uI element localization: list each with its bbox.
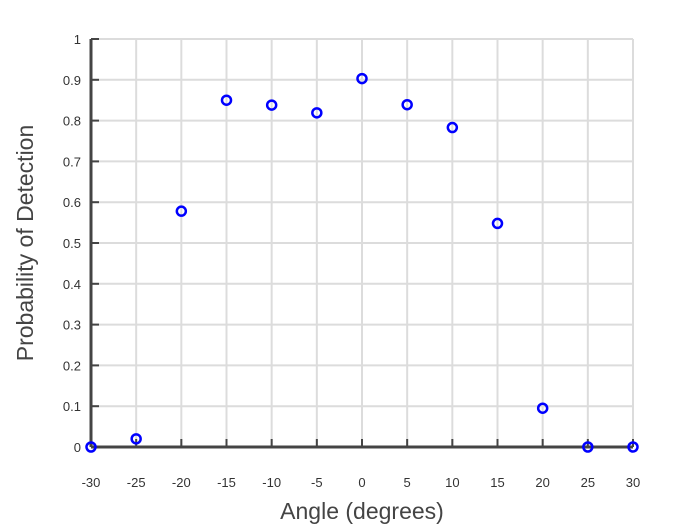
data-point [582, 441, 594, 453]
data-point [491, 217, 504, 230]
data-points [85, 72, 639, 453]
y-tick-label: 0.5 [63, 236, 81, 251]
y-tick-label: 0.7 [63, 154, 81, 169]
x-tick-label: -15 [217, 475, 236, 490]
x-ticks: -30 -25 -20 -15 -10 -5 0 5 10 15 20 25 30 [82, 439, 640, 490]
x-tick-label: -25 [127, 475, 146, 490]
x-tick-label: 25 [581, 475, 595, 490]
grid-lines [90, 38, 634, 448]
y-axis-label: Probability of Detection [12, 125, 38, 362]
data-point [175, 205, 188, 217]
y-tick-label: 0.8 [63, 114, 81, 129]
x-tick-label: -20 [172, 475, 191, 490]
x-tick-label: 20 [535, 475, 549, 490]
data-point [627, 441, 639, 453]
y-tick-label: 0.6 [63, 195, 81, 210]
y-tick-label: 0.2 [63, 358, 81, 373]
data-point [130, 433, 142, 445]
data-point [85, 441, 97, 453]
x-tick-label: 15 [490, 475, 504, 490]
x-tick-label: 30 [626, 475, 640, 490]
data-point [401, 98, 413, 111]
y-tick-label: 0.4 [63, 277, 81, 292]
data-point [265, 99, 278, 111]
y-tick-label: 0.3 [63, 318, 81, 333]
data-point [220, 94, 233, 106]
data-point [356, 72, 368, 85]
y-tick-label: 0 [74, 440, 81, 455]
y-tick-label: 0.1 [63, 399, 81, 414]
data-point [311, 107, 323, 119]
x-tick-label: 0 [358, 475, 365, 490]
x-tick-label: -30 [82, 475, 101, 490]
data-point [536, 402, 549, 414]
x-tick-label: -5 [311, 475, 323, 490]
y-tick-label: 1 [74, 32, 81, 47]
y-ticks: 0 0.1 0.2 0.3 0.4 0.5 0.6 0.7 0.8 0.9 1 [63, 32, 99, 455]
data-point [446, 121, 459, 134]
x-tick-label: 5 [404, 475, 411, 490]
y-tick-label: 0.9 [63, 73, 81, 88]
x-axis-label: Angle (degrees) [280, 498, 444, 524]
x-tick-label: 10 [445, 475, 459, 490]
x-tick-label: -10 [262, 475, 281, 490]
